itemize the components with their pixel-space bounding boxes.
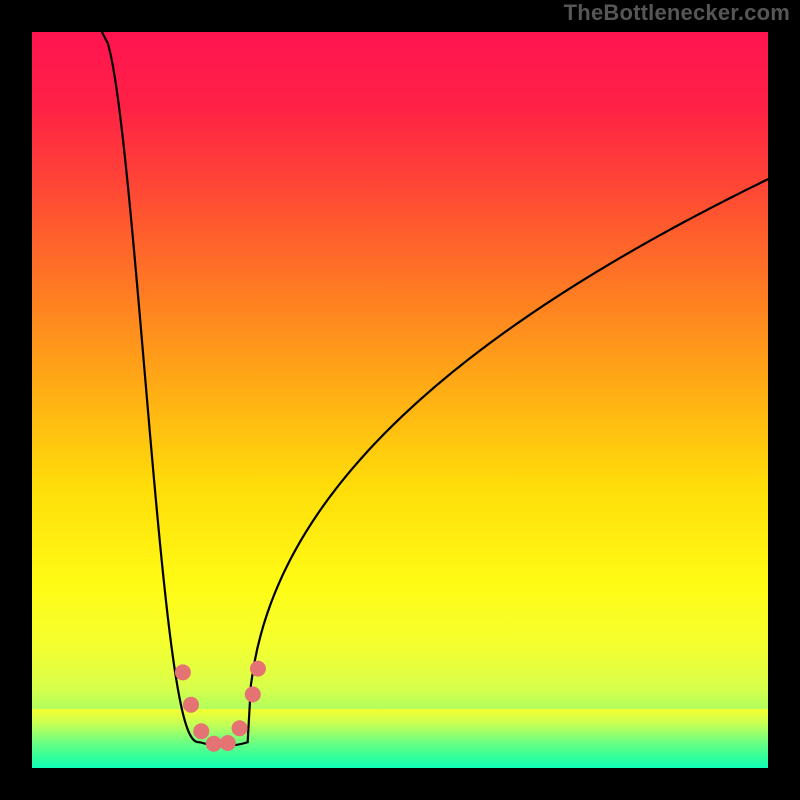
valley-marker xyxy=(193,723,209,739)
valley-marker xyxy=(220,735,236,751)
chart-frame: TheBottlenecker.com xyxy=(0,0,800,800)
watermark-text: TheBottlenecker.com xyxy=(564,0,790,26)
chart-svg xyxy=(0,0,800,800)
valley-marker xyxy=(250,661,266,677)
valley-marker xyxy=(175,664,191,680)
valley-marker xyxy=(206,736,222,752)
valley-marker xyxy=(245,686,261,702)
valley-marker xyxy=(183,697,199,713)
valley-marker xyxy=(232,720,248,736)
